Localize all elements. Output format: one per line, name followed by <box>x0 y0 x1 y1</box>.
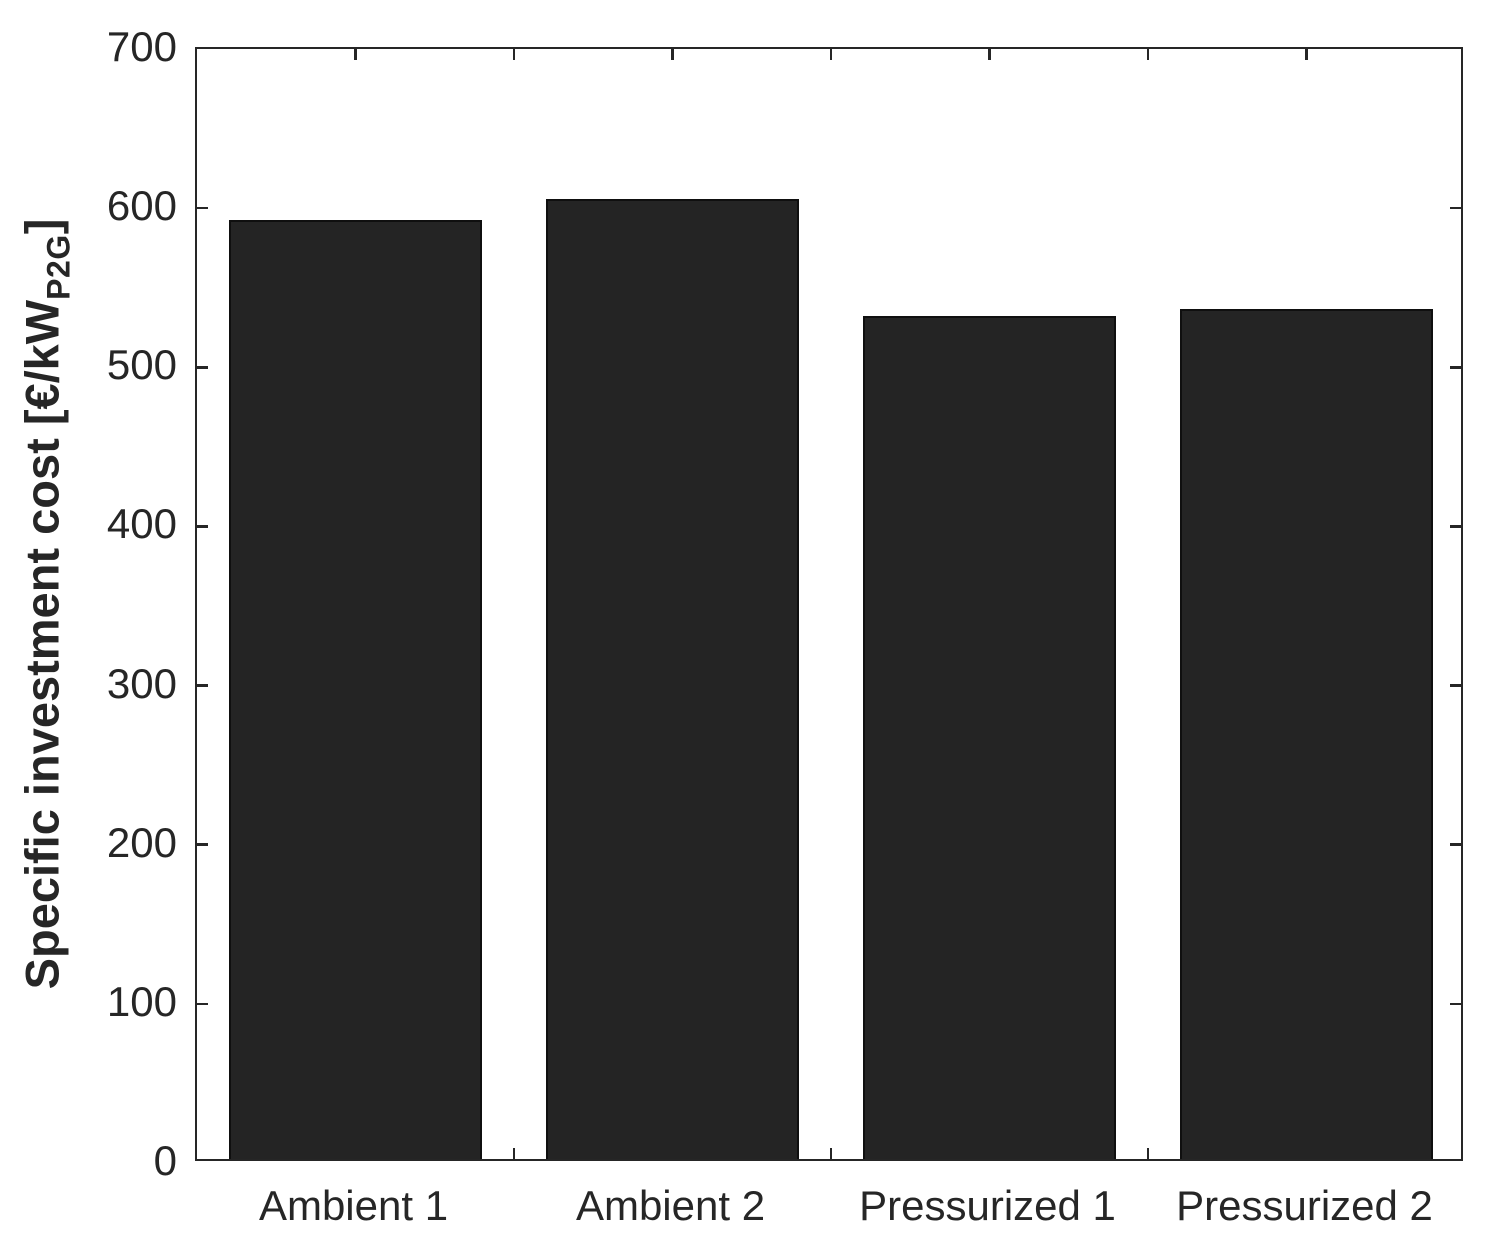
bar-pressurized-2 <box>1179 309 1434 1159</box>
x-tick-label-ambient-2: Ambient 2 <box>575 1182 766 1229</box>
y-tick-label-0: 0 <box>153 1137 177 1184</box>
y-tick-label-600: 600 <box>106 182 177 230</box>
y-tick-left <box>197 684 208 687</box>
y-tick-label-500: 500 <box>106 341 177 389</box>
bar-ambient-1 <box>228 220 483 1159</box>
y-tick-label-200: 200 <box>106 818 177 866</box>
x-tick-top <box>829 49 833 60</box>
x-tick-bottom <box>512 1148 516 1159</box>
y-tick-left <box>197 1002 208 1006</box>
plot-area <box>195 47 1463 1161</box>
y-axis-label-main: Specific investment cost [€/kW <box>15 299 69 990</box>
x-tick-top <box>512 49 516 60</box>
x-tick-label-pressurized-2: Pressurized 2 <box>1176 1182 1433 1229</box>
y-tick-left <box>197 366 208 369</box>
x-tick-label-pressurized-1: Pressurized 1 <box>859 1182 1116 1229</box>
x-tick-top <box>354 49 357 60</box>
x-tick-top <box>671 49 674 60</box>
y-tick-label-700: 700 <box>106 23 177 70</box>
y-tick-left <box>197 206 208 210</box>
y-tick-right <box>1450 366 1461 369</box>
y-tick-label-400: 400 <box>106 500 177 548</box>
y-tick-left <box>197 525 208 528</box>
x-tick-top <box>1146 49 1150 60</box>
x-tick-top <box>1305 49 1308 60</box>
y-tick-right <box>1450 843 1461 846</box>
y-tick-right <box>1450 1002 1461 1006</box>
x-tick-bottom <box>829 1148 833 1159</box>
y-axis-label-subscript: P2G <box>40 234 77 300</box>
y-tick-right <box>1450 206 1461 210</box>
y-tick-label-100: 100 <box>106 977 177 1025</box>
x-tick-bottom <box>1146 1148 1150 1159</box>
bar-ambient-2 <box>545 199 800 1159</box>
y-tick-label-300: 300 <box>106 659 177 707</box>
y-tick-left <box>197 843 208 846</box>
y-tick-right <box>1450 684 1461 687</box>
x-tick-label-ambient-1: Ambient 1 <box>258 1182 449 1229</box>
y-axis-label: Specific investment cost [€/kWP2G] <box>15 219 78 990</box>
y-tick-right <box>1450 525 1461 528</box>
x-tick-top <box>988 49 991 60</box>
bar-pressurized-1 <box>862 315 1117 1159</box>
